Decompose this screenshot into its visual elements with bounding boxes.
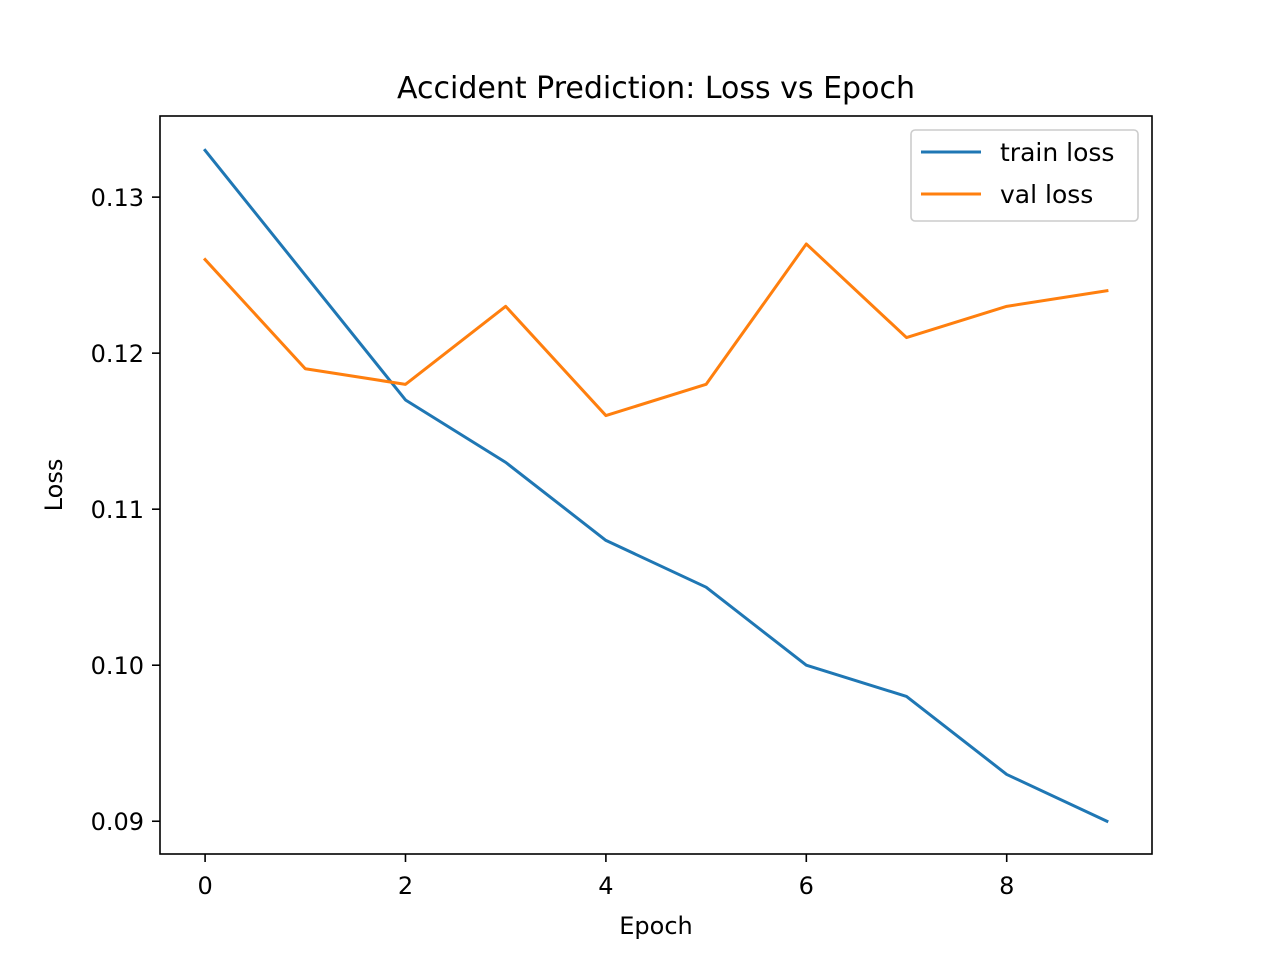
y-tick-label: 0.12	[91, 340, 144, 368]
x-tick-label: 4	[598, 872, 613, 900]
series-line-val-loss	[202, 242, 1109, 418]
x-tick-label: 6	[799, 872, 814, 900]
axes-frame	[159, 115, 1153, 855]
plot-area	[202, 148, 1109, 824]
y-tick-label: 0.11	[91, 496, 144, 524]
chart-title: Accident Prediction: Loss vs Epoch	[397, 71, 915, 106]
y-tick-label: 0.13	[91, 184, 144, 212]
legend-label: val loss	[1000, 180, 1093, 209]
y-axis-label: Loss	[40, 459, 68, 512]
y-tick-label: 0.10	[91, 652, 144, 680]
x-axis-label: Epoch	[619, 912, 693, 940]
y-tick-label: 0.09	[91, 808, 144, 836]
legend-label: train loss	[1000, 138, 1114, 167]
x-tick-label: 8	[999, 872, 1014, 900]
x-tick-label: 2	[398, 872, 413, 900]
series-line-train-loss	[202, 148, 1109, 824]
x-tick-label: 0	[197, 872, 212, 900]
axis-ticks: 0 2 4 6 8 0.09 0.10 0.11 0.12 0.13	[91, 184, 1015, 900]
legend: train loss val loss	[910, 129, 1139, 222]
